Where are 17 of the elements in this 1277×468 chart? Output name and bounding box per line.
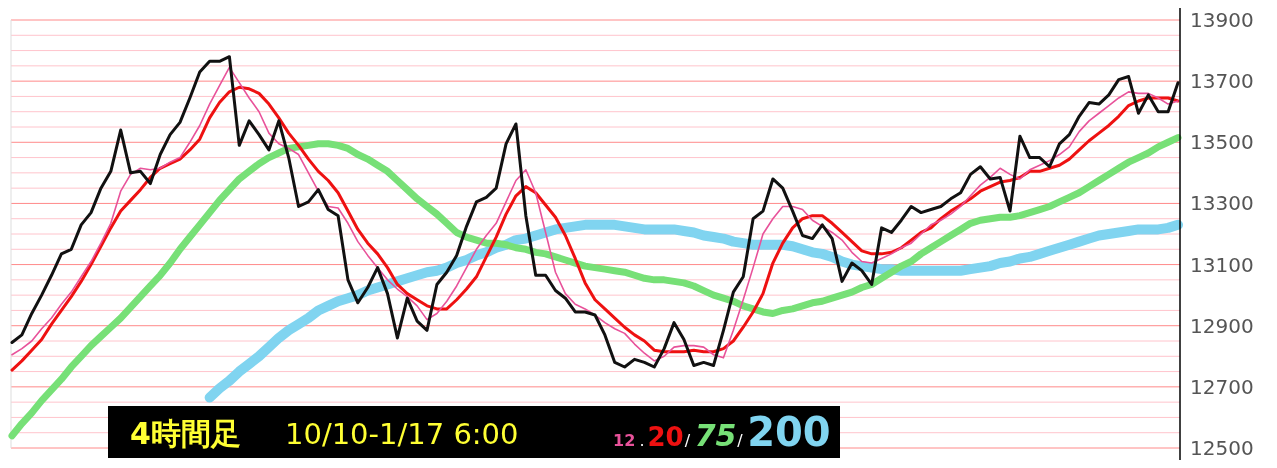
y-tick-label: 12500 <box>1190 436 1254 460</box>
text: 20 <box>647 422 684 452</box>
y-tick-label: 13900 <box>1190 8 1254 32</box>
y-tick-label: 13300 <box>1190 191 1254 216</box>
y-tick-label: 13500 <box>1190 130 1254 155</box>
text: 4時間足 <box>130 416 241 451</box>
text: 75 <box>694 418 737 453</box>
y-tick-label: 12900 <box>1190 313 1254 338</box>
y-tick-label: 13700 <box>1190 69 1254 94</box>
text: 12 <box>613 431 636 450</box>
annotation: / <box>737 431 744 450</box>
text: 200 <box>747 409 831 455</box>
y-tick-label: 13100 <box>1190 252 1254 277</box>
text: 10/10-1/17 6:00 <box>285 417 519 451</box>
annotation: / <box>684 431 691 450</box>
y-tick-label: 12700 <box>1190 374 1254 399</box>
annotation: . <box>639 431 645 450</box>
